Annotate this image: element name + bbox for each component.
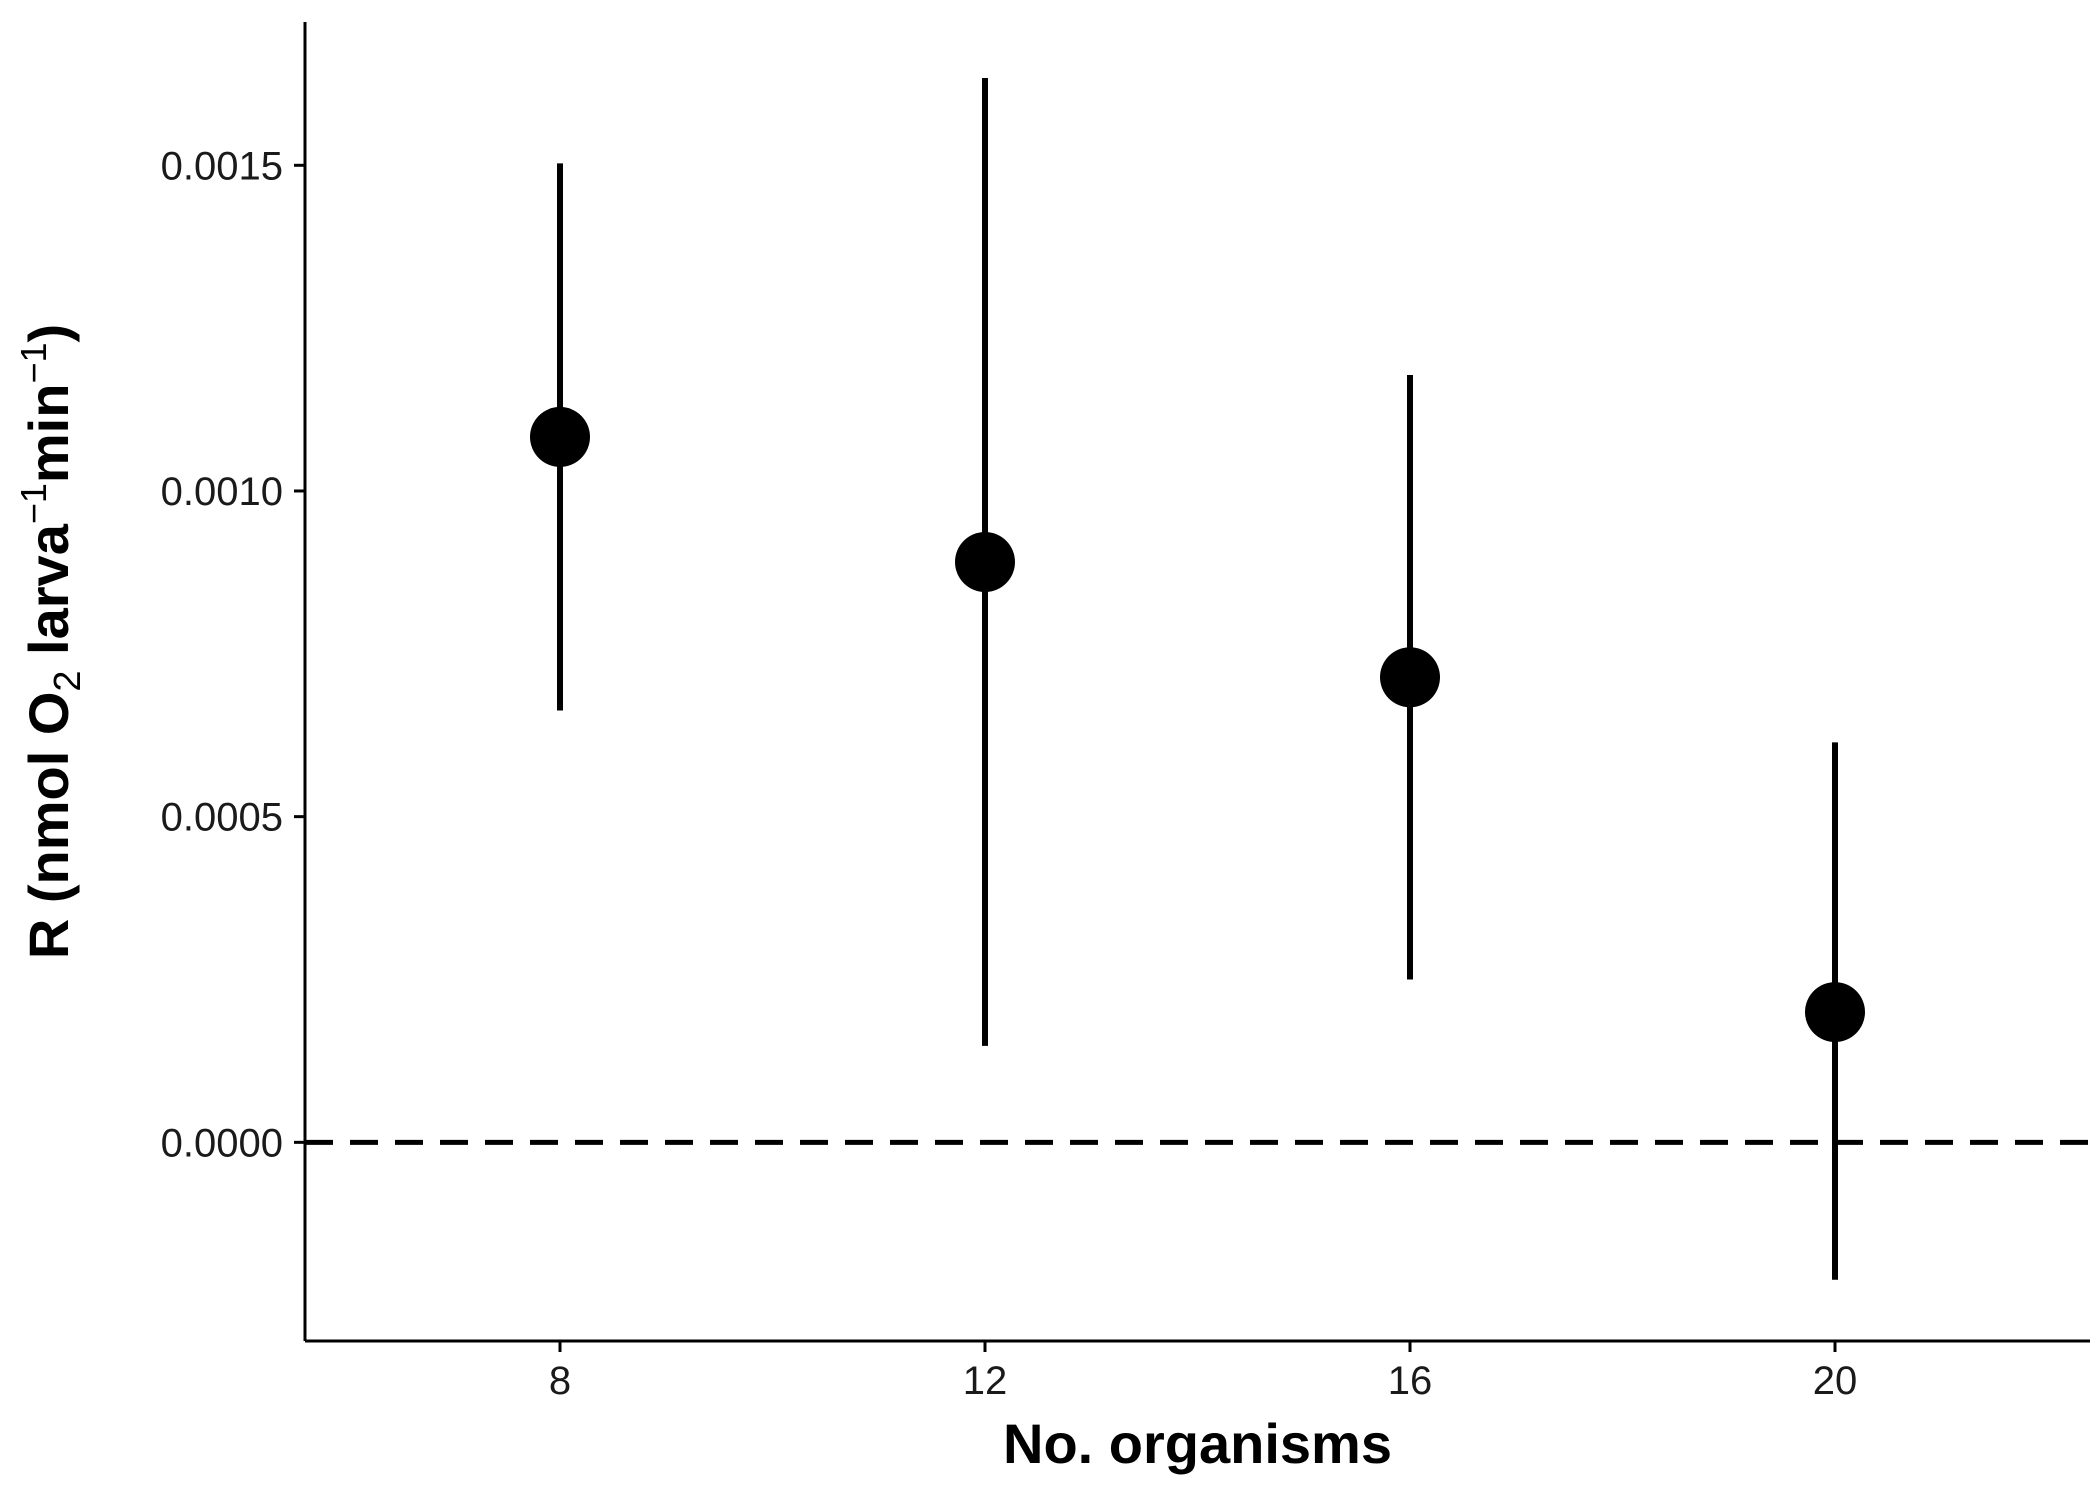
x-tick-label: 12 bbox=[963, 1359, 1008, 1403]
y-tick-label: 0.0000 bbox=[161, 1121, 283, 1165]
data-point bbox=[1805, 982, 1865, 1043]
y-axis-title-suffix: ) bbox=[17, 324, 80, 343]
data-point bbox=[1380, 647, 1440, 708]
x-tick-label: 8 bbox=[549, 1359, 571, 1403]
y-tick-label: 0.0010 bbox=[161, 470, 283, 514]
axes: 0.0000 0.0005 0.0010 0.0015 8 12 16 20 bbox=[161, 22, 2090, 1403]
y-axis-title-superscript-2: −1 bbox=[13, 342, 54, 383]
y-axis-title: R (nmol O2 larva−1min−1) bbox=[13, 324, 89, 959]
x-tick-label: 16 bbox=[1388, 1359, 1433, 1403]
y-axis-title-subscript: 2 bbox=[47, 670, 89, 691]
y-axis-title-mid2: min bbox=[17, 384, 80, 484]
y-tick-label: 0.0005 bbox=[161, 796, 283, 840]
y-tick-label: 0.0015 bbox=[161, 144, 283, 188]
y-axis-ticks: 0.0000 0.0005 0.0010 0.0015 bbox=[161, 144, 305, 1165]
y-axis-title-prefix: R (nmol O bbox=[17, 692, 80, 960]
x-tick-label: 20 bbox=[1813, 1359, 1858, 1403]
plot-area bbox=[305, 78, 2090, 1280]
y-axis-title-superscript-1: −1 bbox=[13, 483, 54, 524]
data-point bbox=[955, 531, 1015, 592]
data-point bbox=[530, 406, 590, 467]
y-axis-title-mid1: larva bbox=[17, 523, 80, 670]
x-axis-title: No. organisms bbox=[1003, 1412, 1392, 1475]
x-axis-ticks: 8 12 16 20 bbox=[549, 1341, 1857, 1403]
